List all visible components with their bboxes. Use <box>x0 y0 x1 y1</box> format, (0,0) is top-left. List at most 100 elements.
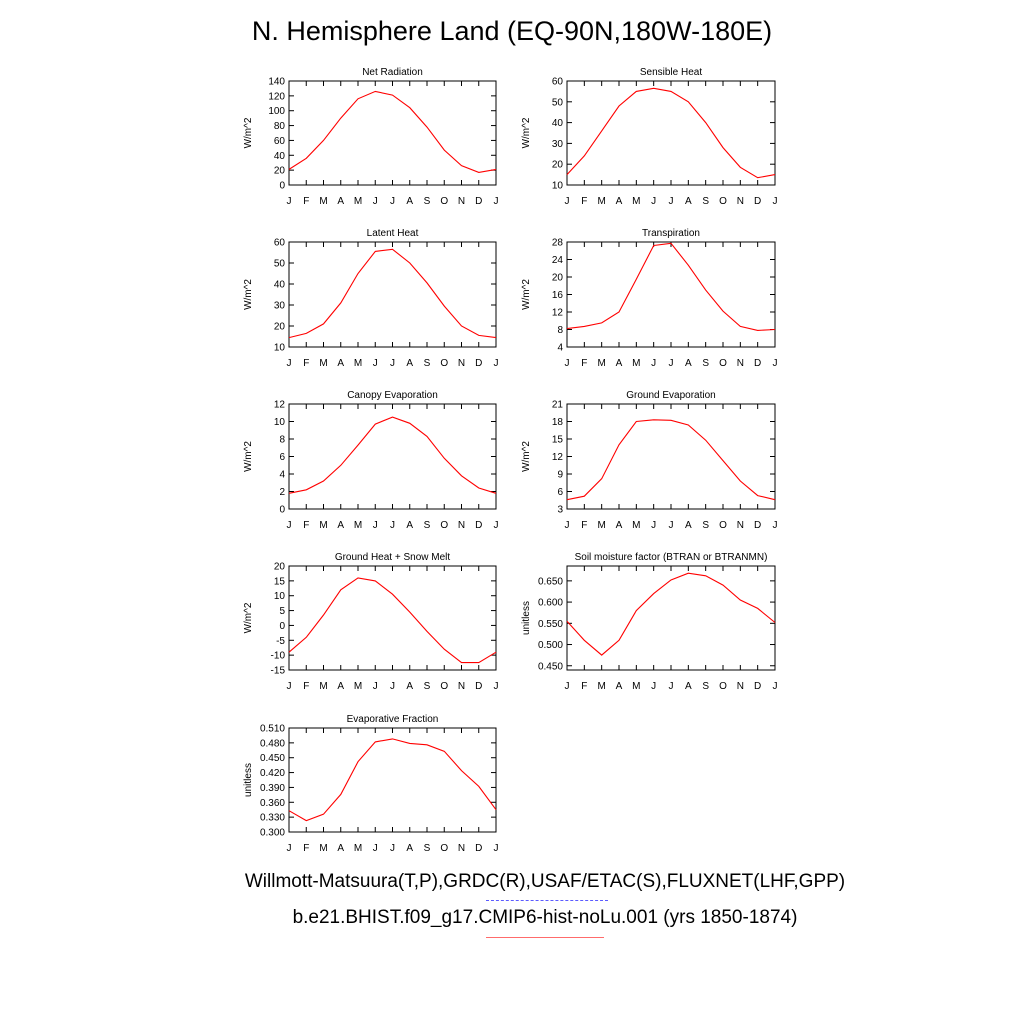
x-tick-label: J <box>565 196 570 207</box>
y-tick-label: 20 <box>552 160 564 171</box>
y-tick-label: 0.390 <box>260 783 285 794</box>
y-tick-label: 0.600 <box>538 598 563 609</box>
x-tick-label: S <box>424 358 431 369</box>
model-series-line <box>288 738 497 822</box>
x-tick-label: A <box>337 520 344 531</box>
x-tick-label: M <box>354 843 362 854</box>
y-tick-label: 12 <box>552 452 564 463</box>
y-tick-label: 3 <box>557 505 563 516</box>
x-tick-label: A <box>685 520 692 531</box>
y-tick-label: 40 <box>274 151 286 162</box>
x-tick-label: J <box>651 358 656 369</box>
y-tick-label: 0.450 <box>260 753 285 764</box>
x-tick-label: A <box>685 681 692 692</box>
x-tick-label: M <box>354 358 362 369</box>
x-tick-label: A <box>337 681 344 692</box>
model-case-label: b.e21.BHIST.f09_g17.CMIP6-hist-noLu.001 … <box>292 907 798 928</box>
model-series-line <box>566 419 776 501</box>
x-tick-label: S <box>702 358 709 369</box>
x-tick-label: O <box>719 681 727 692</box>
x-tick-label: J <box>669 681 674 692</box>
y-tick-label: 16 <box>552 290 564 301</box>
x-tick-label: J <box>373 196 378 207</box>
x-tick-label: J <box>373 520 378 531</box>
y-tick-label: 20 <box>552 273 564 284</box>
y-tick-label: 2 <box>279 487 285 498</box>
x-tick-label: N <box>737 196 744 207</box>
plot-frame <box>288 565 497 671</box>
y-tick-label: 0.550 <box>538 619 563 630</box>
plot-frame <box>288 403 497 510</box>
y-tick-label: 10 <box>274 343 286 354</box>
x-tick-label: J <box>651 196 656 207</box>
x-tick-label: O <box>719 520 727 531</box>
y-tick-label: -10 <box>271 651 286 662</box>
x-tick-label: J <box>373 681 378 692</box>
x-tick-label: J <box>390 681 395 692</box>
y-tick-label: -5 <box>276 636 285 647</box>
plot-frame <box>566 241 776 348</box>
y-axis-label: unitless <box>521 601 532 635</box>
x-tick-label: A <box>685 358 692 369</box>
x-tick-label: J <box>565 681 570 692</box>
x-tick-label: F <box>581 358 587 369</box>
y-tick-label: 0 <box>279 181 285 192</box>
y-tick-label: 5 <box>279 606 285 617</box>
x-tick-label: O <box>440 520 448 531</box>
x-tick-label: M <box>597 196 605 207</box>
y-tick-label: 4 <box>279 470 285 481</box>
y-tick-label: 100 <box>268 106 285 117</box>
x-tick-label: J <box>669 358 674 369</box>
x-tick-label: J <box>773 520 778 531</box>
x-tick-label: D <box>475 358 482 369</box>
x-tick-label: J <box>773 358 778 369</box>
plot-frame <box>288 80 497 186</box>
x-tick-label: J <box>565 358 570 369</box>
panel-title: Canopy Evaporation <box>347 390 438 401</box>
x-tick-label: J <box>494 681 499 692</box>
x-tick-label: J <box>669 196 674 207</box>
y-tick-label: 0 <box>279 505 285 516</box>
x-tick-label: J <box>373 358 378 369</box>
y-tick-label: 40 <box>552 118 564 129</box>
x-tick-label: J <box>287 843 292 854</box>
page-title: N. Hemisphere Land (EQ-90N,180W-180E) <box>251 16 773 46</box>
x-tick-label: O <box>440 681 448 692</box>
x-tick-label: M <box>319 196 327 207</box>
x-tick-label: F <box>303 520 309 531</box>
x-tick-label: S <box>424 520 431 531</box>
x-tick-label: J <box>287 520 292 531</box>
x-tick-label: M <box>319 520 327 531</box>
model-series-line <box>288 416 497 494</box>
x-tick-label: F <box>581 196 587 207</box>
y-tick-label: 120 <box>268 91 285 102</box>
x-tick-label: A <box>406 358 413 369</box>
x-tick-label: J <box>773 196 778 207</box>
x-tick-label: O <box>719 196 727 207</box>
x-tick-label: N <box>737 520 744 531</box>
y-axis-label: W/m^2 <box>243 279 254 310</box>
x-tick-label: J <box>565 520 570 531</box>
x-tick-label: F <box>581 520 587 531</box>
y-tick-label: 12 <box>552 308 564 319</box>
plot-frame <box>288 727 497 833</box>
x-tick-label: N <box>737 358 744 369</box>
panel-title: Net Radiation <box>362 67 423 78</box>
x-tick-label: A <box>616 681 623 692</box>
x-tick-label: M <box>632 196 640 207</box>
y-tick-label: 30 <box>274 301 286 312</box>
x-tick-label: O <box>440 843 448 854</box>
x-tick-label: J <box>287 358 292 369</box>
y-axis-label: W/m^2 <box>521 441 532 472</box>
panel-title: Ground Evaporation <box>626 390 716 401</box>
x-tick-label: N <box>737 681 744 692</box>
x-tick-label: A <box>337 358 344 369</box>
model-series-line <box>566 572 776 656</box>
panel-9: Evaporative Fraction unitless 0.300 0.330 0.… <box>243 714 499 854</box>
panel-7: Ground Heat + Snow Melt W/m^2 -15 -10 -5 0 5 10… <box>243 552 499 692</box>
x-tick-label: J <box>651 681 656 692</box>
